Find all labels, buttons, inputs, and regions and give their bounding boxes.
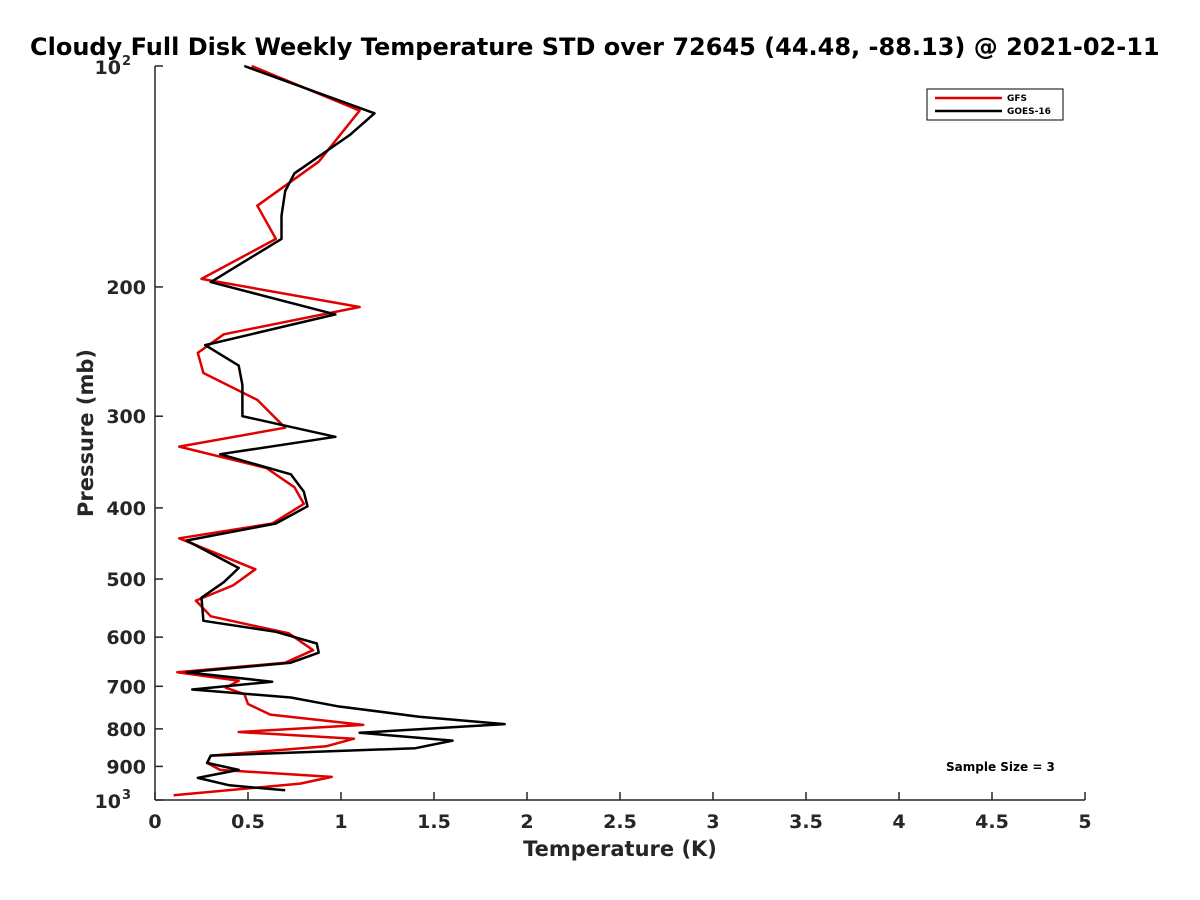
x-tick-label: 4	[892, 811, 905, 833]
legend-box	[926, 88, 1064, 121]
x-tick-label: 0	[148, 811, 161, 833]
y-tick-label: 500	[106, 569, 146, 591]
y-tick-label-exponent: 3	[122, 788, 131, 803]
y-tick-label: 400	[106, 498, 146, 520]
series-line-goes16	[185, 64, 506, 792]
y-tick-label: 200	[106, 277, 146, 299]
x-tick-label: 1	[334, 811, 347, 833]
series-lines	[173, 64, 506, 797]
x-tick-label: 5	[1078, 811, 1091, 833]
y-tick-label: 800	[106, 719, 146, 741]
y-tick-label: 600	[106, 627, 146, 649]
legend-label-gfs: GFS	[1007, 94, 1027, 104]
y-tick-label-base: 10	[95, 57, 121, 79]
y-tick-label-exponent: 2	[122, 54, 131, 69]
y-tick-label: 900	[106, 756, 146, 778]
x-tick-label: 0.5	[231, 811, 265, 833]
y-axis-label: Pressure (mb)	[74, 349, 98, 517]
chart-title: Cloudy Full Disk Weekly Temperature STD …	[30, 33, 1160, 61]
x-tick-label: 3.5	[789, 811, 823, 833]
x-ticks: 0 0.5 1 1.5 2 2.5 3 3.5 4 4.5 5	[148, 792, 1092, 833]
y-tick-label: 300	[106, 406, 146, 428]
sample-size-annotation: Sample Size = 3	[946, 760, 1055, 774]
series-line-gfs	[173, 64, 365, 797]
legend: GFS GOES-16	[926, 88, 1064, 121]
x-tick-label: 4.5	[975, 811, 1009, 833]
legend-label-goes16: GOES-16	[1007, 107, 1051, 117]
x-tick-label: 2	[520, 811, 533, 833]
x-tick-label: 2.5	[603, 811, 637, 833]
y-tick-label: 700	[106, 676, 146, 698]
x-tick-label: 1.5	[417, 811, 451, 833]
x-axis-label: Temperature (K)	[523, 837, 717, 861]
y-tick-label-base: 10	[95, 791, 121, 813]
x-tick-label: 3	[706, 811, 719, 833]
